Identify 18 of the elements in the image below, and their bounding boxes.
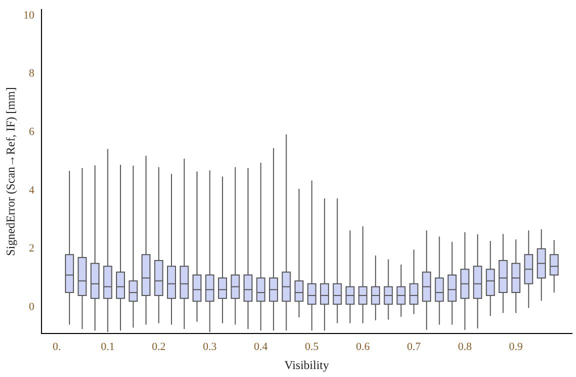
y-axis-title: SignedError (Scan→Ref, IF) [mm] [3, 87, 18, 256]
y-tick-label: 6 [28, 126, 35, 138]
y-tick-label: 10 [23, 9, 35, 22]
x-axis-title: Visibility [284, 358, 330, 372]
x-tick-label: 0.6 [356, 340, 370, 353]
y-tick-label: 0 [28, 301, 35, 314]
x-tick-label: 0.2 [152, 340, 166, 353]
y-tick-label: 4 [28, 184, 35, 196]
x-tick-label: 0.5 [304, 340, 320, 353]
x-tick-label: 0.9 [509, 340, 524, 353]
y-tick-label: 2 [28, 242, 34, 255]
x-tick-label: 0. [52, 340, 62, 353]
y-tick-label: 8 [28, 68, 35, 80]
x-tick-label: 0.7 [406, 340, 422, 353]
x-tick-label: 0.8 [458, 340, 472, 353]
x-tick-label: 0.4 [254, 340, 268, 353]
x-tick-label: 0.1 [100, 340, 115, 353]
x-tick-label: 0.3 [202, 340, 218, 353]
